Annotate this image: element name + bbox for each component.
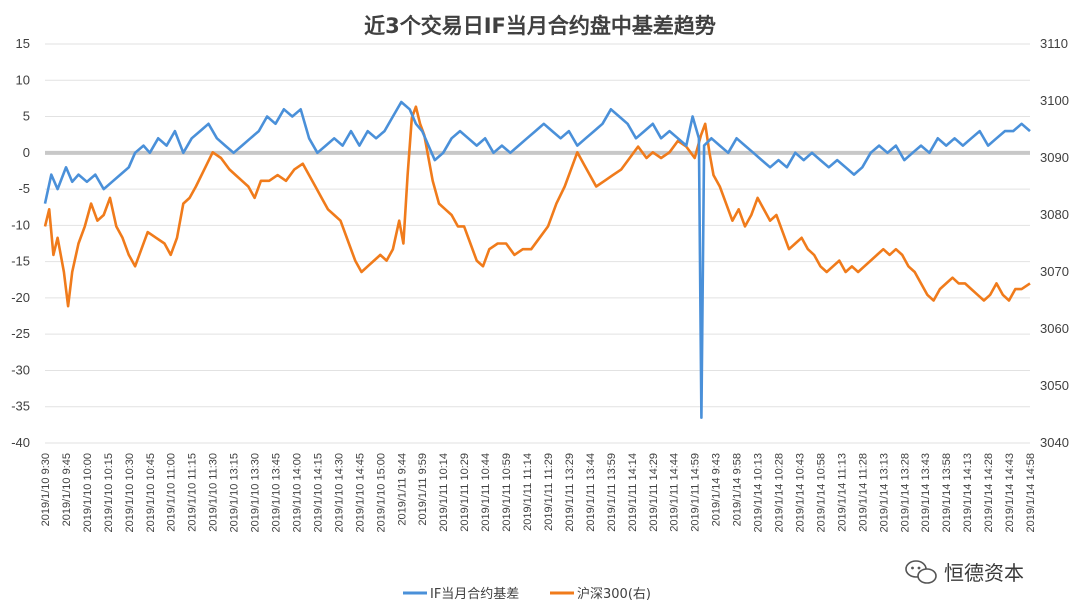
x-tick-label: 2019/1/11 9:44 [396,453,408,526]
x-tick-label: 2019/1/14 10:58 [815,453,827,533]
right-tick-label: 3060 [1040,321,1069,336]
x-tick-label: 2019/1/11 14:29 [648,453,660,532]
x-tick-label: 2019/1/14 14:28 [983,453,995,533]
x-tick-label: 2019/1/14 11:13 [836,453,848,532]
right-axis-ticks: 3110 3100 3090 3080 3070 3060 3050 3040 [1040,36,1069,450]
left-tick-label: -35 [11,399,30,414]
x-tick-label: 2019/1/11 13:59 [606,453,618,532]
x-tick-label: 2019/1/11 13:29 [564,453,576,532]
x-tick-label: 2019/1/14 13:28 [899,453,911,533]
grid-lines [45,43,1030,444]
x-tick-label: 2019/1/10 13:45 [271,453,283,533]
x-tick-label: 2019/1/11 11:14 [522,453,534,531]
left-tick-label: 5 [23,109,30,124]
x-tick-label: 2019/1/10 10:00 [82,453,94,533]
wechat-bubble-icon [905,560,937,584]
x-tick-label: 2019/1/10 11:30 [208,453,220,532]
left-tick-label: 10 [16,72,30,87]
right-tick-label: 3110 [1040,36,1068,51]
left-tick-label: -10 [11,217,30,232]
x-tick-label: 2019/1/11 14:59 [690,453,702,532]
x-tick-label: 2019/1/10 13:15 [229,453,241,533]
left-tick-label: -15 [11,254,30,269]
x-tick-label: 2019/1/14 9:43 [711,453,723,526]
x-tick-label: 2019/1/14 9:58 [732,453,744,526]
right-tick-label: 3100 [1040,93,1069,108]
x-tick-label: 2019/1/10 10:30 [124,453,136,533]
left-tick-label: -20 [11,290,30,305]
x-tick-label: 2019/1/10 14:30 [333,453,345,533]
left-tick-label: -5 [18,181,30,196]
x-tick-label: 2019/1/10 13:30 [250,453,262,533]
series-line-basis [43,100,1031,419]
left-tick-label: -40 [11,435,30,450]
x-tick-label: 2019/1/10 14:15 [312,453,324,533]
x-tick-label: 2019/1/11 9:59 [417,453,429,526]
x-tick-label: 2019/1/11 10:59 [501,453,513,532]
x-tick-label: 2019/1/14 14:58 [1025,453,1037,533]
x-tick-label: 2019/1/14 10:43 [794,453,806,533]
x-tick-label: 2019/1/10 14:00 [291,453,303,533]
x-tick-label: 2019/1/10 10:15 [103,453,115,533]
x-tick-label: 2019/1/11 10:29 [459,453,471,532]
legend-label: IF当月合约基差 [430,587,519,602]
x-tick-label: 2019/1/11 10:14 [438,453,450,532]
left-tick-label: 0 [23,145,30,160]
x-tick-label: 2019/1/10 11:00 [166,453,178,532]
x-tick-label: 2019/1/10 11:15 [187,453,199,532]
x-tick-label: 2019/1/14 13:58 [941,453,953,533]
left-tick-label: -30 [11,362,30,377]
x-tick-label: 2019/1/14 14:13 [962,453,974,533]
left-tick-label: -25 [11,326,30,341]
x-tick-label: 2019/1/14 10:13 [753,453,765,533]
x-tick-label: 2019/1/11 10:44 [480,453,492,532]
x-tick-label: 2019/1/14 11:28 [857,453,869,532]
left-axis-ticks: 15 10 5 0 -5 -10 -15 -20 -25 -30 -35 -40 [11,36,30,450]
right-tick-label: 3040 [1040,435,1069,450]
legend: IF当月合约基差 沪深300(右) [403,586,651,602]
right-tick-label: 3080 [1040,207,1069,222]
right-tick-label: 3050 [1040,378,1069,393]
x-tick-label: 2019/1/14 13:43 [920,453,932,533]
right-tick-label: 3090 [1040,150,1069,165]
left-tick-label: 15 [16,36,30,51]
x-tick-label: 2019/1/10 14:45 [354,453,366,533]
x-tick-label: 2019/1/11 13:44 [585,453,597,532]
x-tick-label: 2019/1/10 9:45 [61,453,73,526]
x-tick-label: 2019/1/10 9:30 [40,453,52,526]
x-tick-label: 2019/1/10 15:00 [375,453,387,533]
x-tick-label: 2019/1/14 10:28 [774,453,786,533]
x-tick-label: 2019/1/11 14:44 [669,453,681,532]
right-tick-label: 3070 [1040,264,1069,279]
x-tick-label: 2019/1/14 13:13 [878,453,890,533]
series-line-csi300 [43,105,1031,308]
legend-label: 沪深300(右) [577,586,651,602]
watermark-text: 恒德资本 [944,561,1024,585]
x-tick-label: 2019/1/14 14:43 [1004,453,1016,533]
x-axis-ticks: 2019/1/10 9:30 2019/1/10 9:45 2019/1/10 10… [40,453,1037,533]
x-tick-label: 2019/1/11 14:14 [627,453,639,532]
watermark: 恒德资本 [905,560,1024,585]
chart-title: 近3个交易日IF当月合约盘中基差趋势 [364,14,716,38]
x-tick-label: 2019/1/10 10:45 [145,453,157,533]
x-tick-label: 2019/1/11 11:29 [543,453,555,531]
series-layer [43,100,1031,419]
